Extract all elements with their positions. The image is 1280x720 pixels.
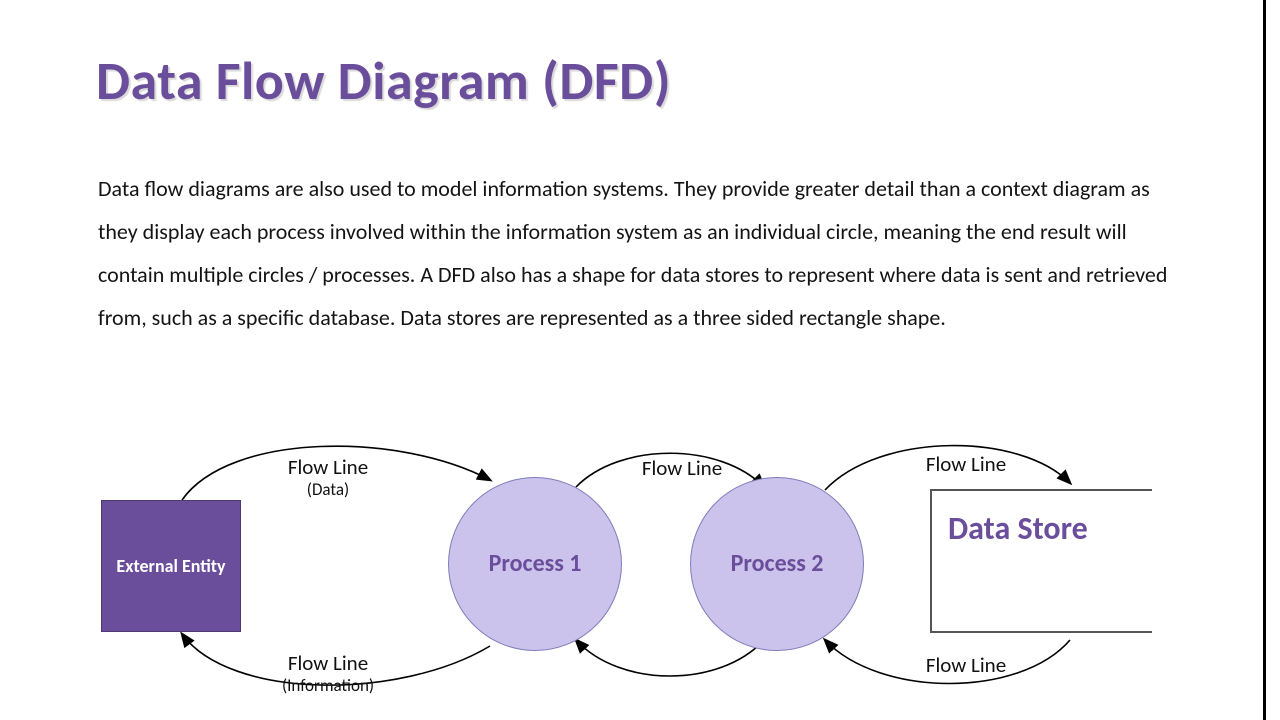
- edge-p1-to-p2: [576, 453, 764, 487]
- node-label: Data Store: [948, 509, 1088, 548]
- edge-label-e6: Flow Line: [866, 653, 1066, 678]
- edge-label-e2: Flow Line (Information): [228, 651, 428, 697]
- edge-label-text: Flow Line: [288, 650, 368, 676]
- node-label: Process 1: [489, 548, 582, 579]
- edge-label-text: Flow Line: [926, 652, 1006, 678]
- node-label: Process 2: [731, 548, 824, 579]
- slide: Data Flow Diagram (DFD) Data flow diagra…: [0, 0, 1280, 720]
- edge-label-e3: Flow Line: [582, 456, 782, 481]
- edge-label-text: Flow Line: [642, 455, 722, 481]
- node-data-store: Data Store: [930, 489, 1152, 633]
- edge-p1-to-entity: [182, 634, 490, 685]
- node-process-2: Process 2: [690, 477, 864, 651]
- page-title: Data Flow Diagram (DFD): [96, 48, 671, 114]
- edge-label-text: Flow Line: [288, 454, 368, 480]
- node-label: External Entity: [116, 555, 225, 578]
- edge-label-e5: Flow Line: [866, 452, 1066, 477]
- edge-sublabel-text: (Data): [228, 480, 428, 500]
- edge-entity-to-p1: [182, 446, 490, 500]
- right-border-rule: [1263, 0, 1266, 720]
- edge-label-text: Flow Line: [926, 451, 1006, 477]
- edge-p2-to-store: [825, 446, 1070, 490]
- edge-store-to-p2: [825, 640, 1070, 684]
- node-process-1: Process 1: [448, 477, 622, 651]
- edge-label-e1: Flow Line (Data): [228, 455, 428, 501]
- edge-sublabel-text: (Information): [228, 676, 428, 696]
- body-paragraph: Data flow diagrams are also used to mode…: [98, 168, 1183, 340]
- node-external-entity: External Entity: [101, 500, 241, 632]
- edge-p2-to-p1: [576, 640, 764, 676]
